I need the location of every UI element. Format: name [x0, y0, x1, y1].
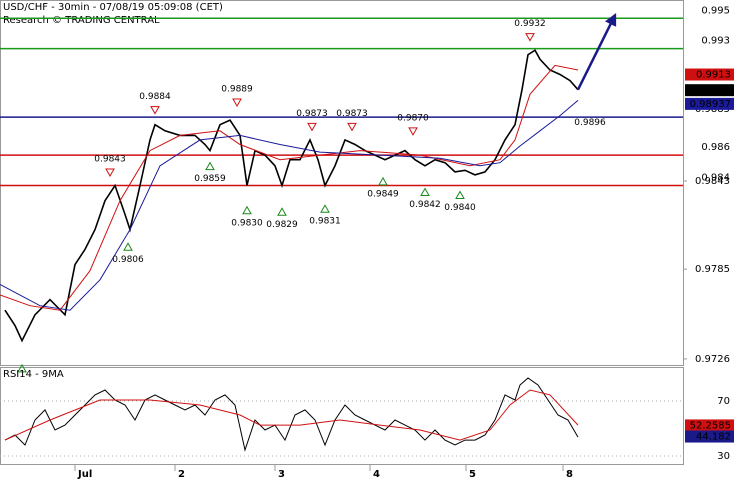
price-tag-label: 0.98937 [690, 99, 731, 110]
y-tick-label: 0.9785 [695, 264, 730, 275]
high-marker [150, 106, 160, 115]
annotation-label: 0.9870 [397, 113, 429, 123]
panel-title: RSI14 - 9MA [3, 369, 64, 380]
annotation-label: 0.9842 [409, 200, 441, 210]
series-line [0, 100, 579, 311]
low-marker [277, 207, 287, 216]
low-marker [123, 242, 133, 251]
high-marker [525, 33, 535, 42]
annotation-label: 0.9829 [266, 220, 298, 230]
low-marker [455, 190, 465, 200]
x-tick-label: 5 [469, 469, 476, 480]
y-tick-label: 30 [717, 451, 730, 462]
low-marker [420, 187, 430, 196]
low-marker [17, 363, 27, 373]
annotation-label: 0.9849 [367, 189, 399, 199]
annotation-label: 0.9889 [221, 85, 253, 95]
annotation-label: 0.9896 [574, 118, 606, 128]
forecast-arrow [576, 12, 617, 91]
series-line [4, 49, 579, 343]
price-tag-label: 0.9913 [696, 70, 731, 81]
y-tick-label: 70 [717, 396, 730, 407]
annotation-label: 0.9873 [336, 109, 368, 119]
annotation-label: 0.9873 [296, 109, 328, 119]
low-marker [242, 205, 252, 215]
high-marker [408, 127, 418, 136]
annotation-label: 0.9843 [94, 154, 126, 164]
annotation-label: 0.9859 [194, 174, 226, 184]
x-tick-label: 4 [373, 469, 380, 480]
annotation-label: 0.9830 [231, 218, 263, 228]
annotation-label: 0.9840 [444, 203, 476, 213]
x-tick-label: 3 [278, 469, 285, 480]
annotation-label: 0.9932 [514, 19, 546, 29]
x-tick-label: Jul [77, 469, 92, 480]
price-tag [685, 97, 734, 110]
high-marker [232, 98, 242, 108]
high-marker [347, 122, 357, 132]
price-tag-label: 0.99027 [690, 85, 731, 96]
level-label: 0.993 [701, 36, 730, 47]
price-tag [685, 84, 734, 97]
level-label: 0.995 [701, 5, 730, 16]
y-tick-label: 0.9843 [695, 176, 730, 187]
chart-title: USD/CHF - 30min - 07/08/19 05:09:08 (CET… [3, 2, 223, 13]
high-marker [307, 122, 317, 132]
low-marker [205, 161, 215, 171]
series-line [4, 377, 579, 452]
price-tag [685, 419, 734, 432]
level-label: 0.984 [701, 173, 730, 184]
price-tag [685, 430, 734, 443]
chart-subtitle: Research © TRADING CENTRAL [3, 15, 160, 26]
series-line [0, 64, 579, 311]
series-line [4, 389, 579, 441]
price-tag [685, 68, 734, 81]
price-tag-label: 52.2585 [690, 420, 731, 431]
annotation-label: 0.9831 [309, 217, 341, 227]
rsi-panel [0, 367, 684, 465]
x-tick-label: 2 [178, 469, 185, 480]
low-marker [378, 176, 388, 186]
y-tick-label: 0.9726 [695, 354, 730, 365]
x-tick-label: 8 [566, 469, 573, 480]
price-panel [0, 0, 684, 366]
price-tag-label: 44.182 [696, 432, 731, 443]
annotation-label: 0.9806 [112, 255, 144, 265]
annotation-label: 0.9884 [139, 92, 171, 102]
low-marker [320, 204, 330, 213]
high-marker [105, 168, 115, 177]
level-label: 0.986 [701, 142, 730, 153]
